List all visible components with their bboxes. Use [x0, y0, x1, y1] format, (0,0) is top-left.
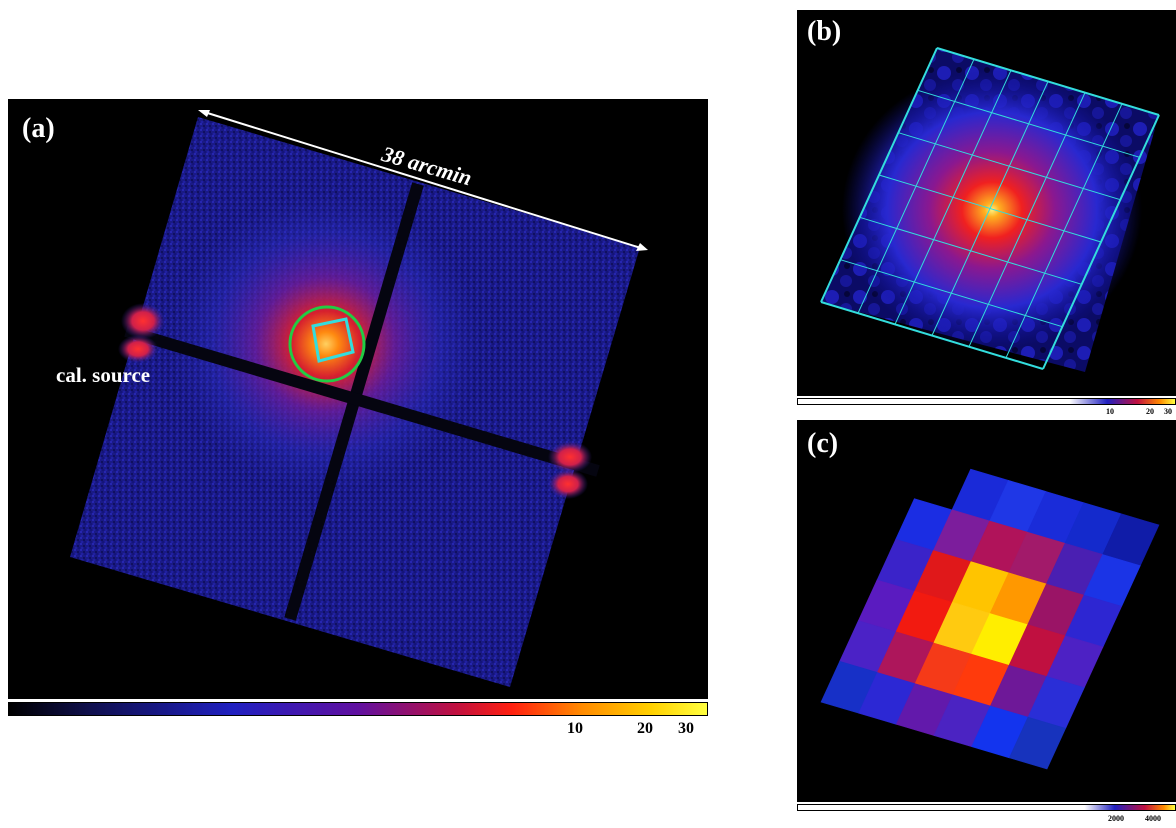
colorbar-tick: 4000	[1145, 814, 1161, 823]
panel-a-label: (a)	[22, 113, 55, 144]
binned-pixel-grid	[820, 468, 1160, 770]
colorbar-tick: 20	[1146, 407, 1154, 416]
colorbar-tick: 30	[1164, 407, 1172, 416]
panel-b-label: (b)	[807, 16, 842, 47]
panel-b-image	[820, 47, 1160, 372]
binned-pixel	[1008, 716, 1067, 770]
cal-source-blob	[548, 441, 592, 473]
chip-gap-horizontal	[124, 325, 600, 477]
cal-source-blob	[118, 335, 158, 363]
panel-a-colorbar	[8, 702, 708, 716]
panel-a-image	[70, 110, 648, 687]
colorbar-tick: 20	[637, 720, 653, 737]
colorbar-tick: 30	[678, 720, 694, 737]
scale-arrow	[200, 110, 645, 250]
panel-c-image	[820, 468, 1160, 770]
cal-source-blob	[121, 303, 165, 339]
panel-c-label: (c)	[807, 428, 839, 459]
colorbar-tick: 10	[567, 720, 583, 737]
cal-source-blob	[548, 469, 588, 499]
cal-source-label: cal. source	[56, 363, 151, 387]
source-ring	[288, 305, 366, 383]
panel-b-zoom-image: (b)	[797, 10, 1176, 396]
grid-line	[840, 259, 1063, 328]
panel-c-colorbar	[797, 804, 1176, 811]
extraction-region	[311, 317, 355, 363]
analysis-grid	[820, 47, 1160, 370]
colorbar-tick: 10	[1106, 407, 1114, 416]
grid-line	[1042, 114, 1160, 370]
cluster-emission	[171, 194, 481, 494]
panel-b-colorbar	[797, 398, 1176, 405]
panel-a-full-field-image: (a) 38 arcmin cal. source	[8, 99, 708, 699]
grid-line	[820, 301, 1044, 370]
panel-c-binned-image: (c)	[797, 420, 1176, 802]
colorbar-tick: 2000	[1108, 814, 1124, 823]
